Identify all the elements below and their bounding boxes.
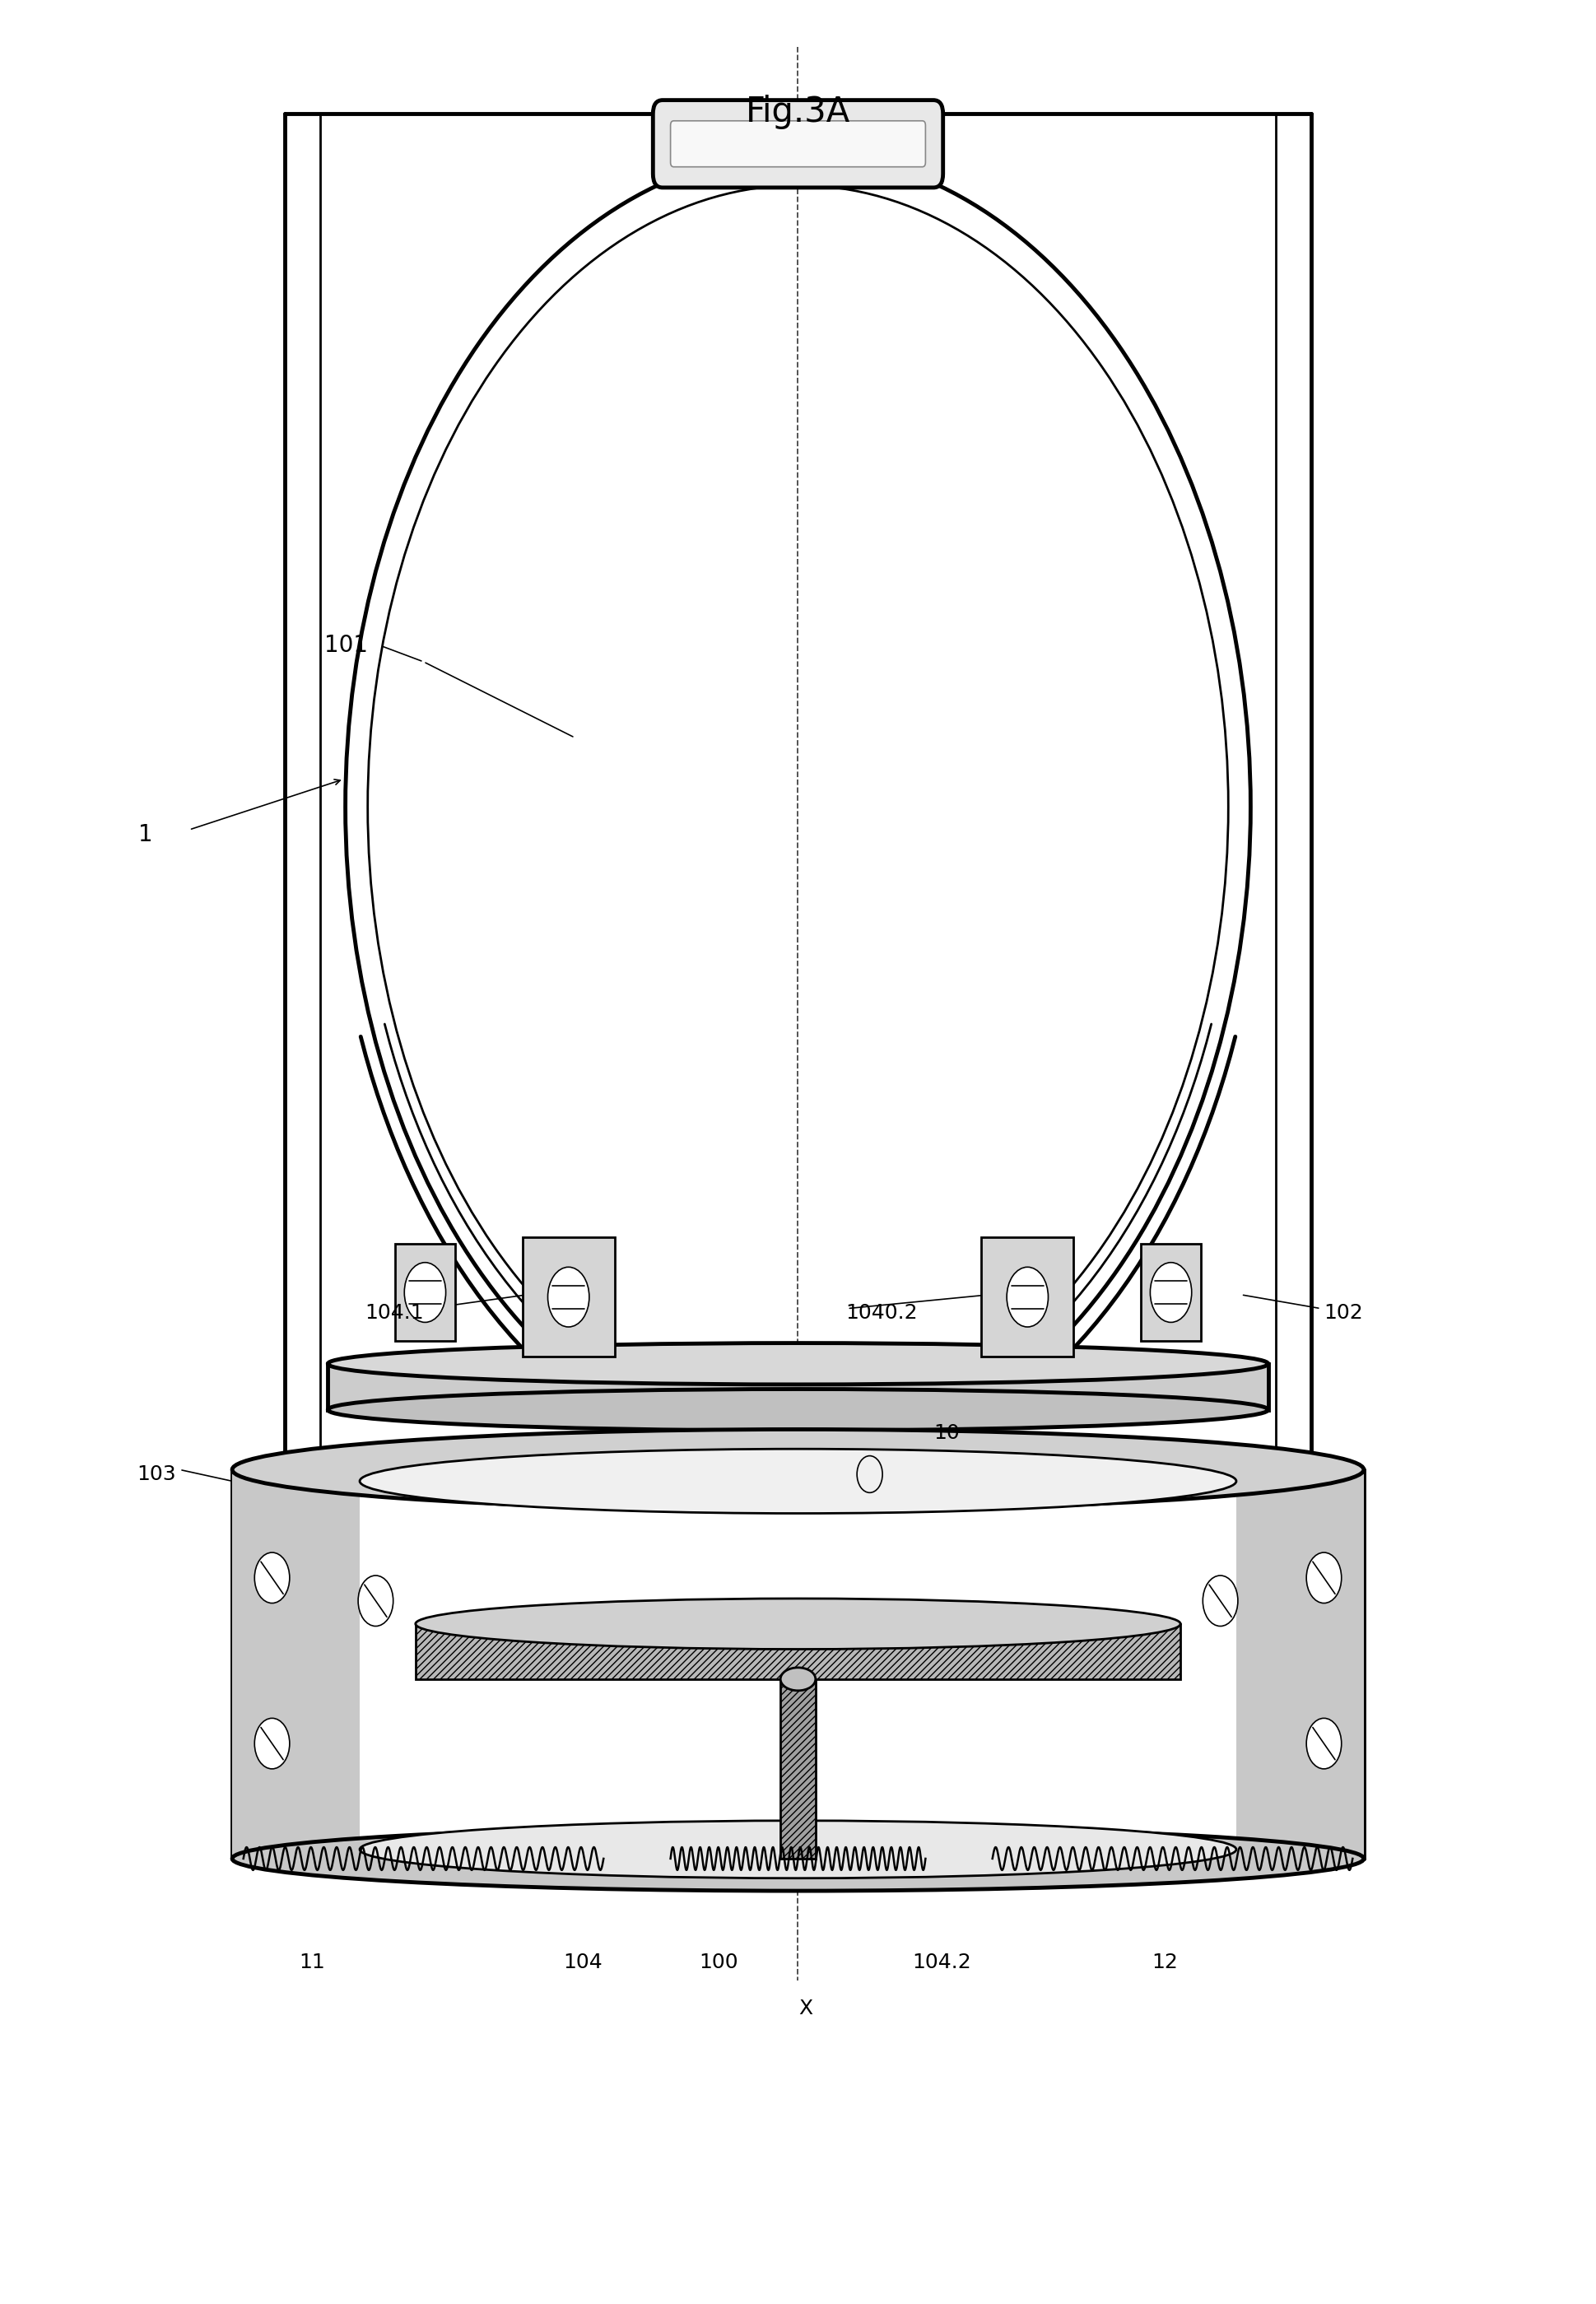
Circle shape (1307, 1719, 1342, 1769)
Text: 101: 101 (324, 634, 367, 657)
Text: 1: 1 (137, 823, 153, 846)
Bar (1141, 1244, 1202, 1341)
Text: 11: 11 (298, 1951, 326, 1972)
Bar (415, 1624, 1181, 1680)
Text: 103: 103 (137, 1465, 177, 1484)
FancyBboxPatch shape (653, 99, 943, 187)
Bar (522, 1237, 614, 1357)
Circle shape (1307, 1553, 1342, 1604)
Circle shape (1203, 1576, 1238, 1627)
Bar (394, 1244, 455, 1341)
Circle shape (404, 1263, 445, 1322)
Text: 12: 12 (1151, 1951, 1178, 1972)
Bar (982, 1237, 1074, 1357)
Ellipse shape (415, 1599, 1181, 1650)
Circle shape (547, 1267, 589, 1327)
Bar (780, 1680, 816, 1859)
Ellipse shape (780, 1668, 816, 1691)
Bar (327, 1364, 1269, 1410)
FancyBboxPatch shape (670, 120, 926, 166)
Text: Fig.3A: Fig.3A (745, 94, 851, 129)
Ellipse shape (359, 1820, 1237, 1878)
Bar (1237, 1470, 1363, 1859)
Text: 104.1: 104.1 (364, 1304, 423, 1322)
Ellipse shape (327, 1389, 1269, 1431)
Circle shape (254, 1553, 289, 1604)
Circle shape (345, 152, 1251, 1461)
Bar (233, 1470, 1363, 1859)
Ellipse shape (327, 1343, 1269, 1385)
Text: 104: 104 (563, 1951, 603, 1972)
Text: 100: 100 (699, 1951, 737, 1972)
Bar (233, 1470, 359, 1859)
Ellipse shape (233, 1428, 1363, 1509)
Text: 104.2: 104.2 (911, 1951, 970, 1972)
Text: 10: 10 (934, 1424, 959, 1442)
Ellipse shape (359, 1449, 1237, 1514)
Circle shape (358, 1576, 393, 1627)
Text: X: X (800, 1998, 812, 2018)
Text: 102: 102 (1325, 1304, 1363, 1322)
Ellipse shape (233, 1827, 1363, 1892)
Text: 1040.2: 1040.2 (846, 1304, 918, 1322)
Circle shape (254, 1719, 289, 1769)
Circle shape (1007, 1267, 1049, 1327)
Circle shape (1151, 1263, 1192, 1322)
